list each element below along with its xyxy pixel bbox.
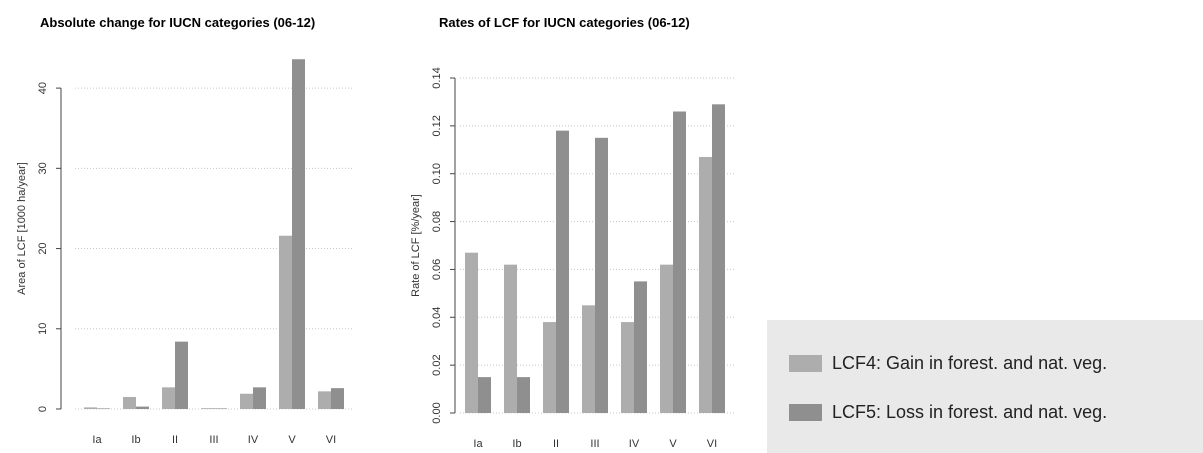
x-tick-label: Ia [473,438,483,450]
x-tick-label: VI [707,438,717,450]
y-tick-label: 0.08 [431,211,443,232]
bar-lcf4-ii [543,322,556,413]
x-tick-label: Ia [92,434,102,446]
absolute-change-chart: 0 10 20 30 40 Area of LCF [1000 ha/year] Ia Ib I… [16,59,353,446]
bar-lcf4-v [660,264,673,413]
bar-lcf4-ib [504,264,517,413]
bar-lcf4-vi [318,391,331,409]
bar-lcf4-ia [465,252,478,413]
bar-lcf4-ii [162,387,175,409]
bar-lcf4-iv [240,393,253,409]
x-tick-label: V [669,438,677,450]
y-tick-label: 0.12 [431,115,443,136]
bar-lcf5-vi [331,388,344,409]
x-tick-label: III [590,438,599,450]
y-tick-label: 20 [37,242,49,254]
y-axis-title: Rate of LCF [%/year] [410,194,422,297]
bar-lcf5-ia [478,377,491,413]
y-tick-label: 30 [37,162,49,174]
y-tick-label: 0.14 [431,67,443,88]
x-tick-label: Ib [512,438,521,450]
chart-title-absolute: Absolute change for IUCN categories (06-… [40,15,316,30]
bar-lcf5-ib [517,377,530,413]
x-tick-label: III [209,434,218,446]
bar-lcf5-iii [214,408,227,409]
legend-item-lcf4: LCF4: Gain in forest. and nat. veg. [789,351,1107,375]
bar-lcf4-iii [201,408,214,409]
bar-lcf5-iv [634,281,647,413]
bar-lcf4-iv [621,322,634,413]
bar-lcf5-iii [595,137,608,414]
bar-lcf4-ia [84,407,97,409]
y-tick-label: 40 [37,82,49,94]
y-tick-label: 0.06 [431,259,443,280]
bar-lcf4-vi [699,156,712,413]
bar-lcf5-iv [253,387,266,409]
bar-lcf5-vi [712,104,725,414]
x-tick-label: II [172,434,178,446]
x-tick-label: IV [248,434,259,446]
bar-lcf5-v [292,59,305,409]
legend: LCF4: Gain in forest. and nat. veg. LCF5… [767,320,1203,453]
x-tick-label: VI [326,434,336,446]
bar-lcf4-ib [123,396,136,409]
bar-lcf5-ii [556,130,569,413]
y-tick-label: 0.10 [431,163,443,184]
bar-lcf5-ib [136,406,149,409]
bar-lcf4-v [279,235,292,409]
x-tick-label: Ib [131,434,140,446]
y-axis-title: Area of LCF [1000 ha/year] [16,162,28,295]
y-tick-label: 0.04 [431,307,443,328]
legend-swatch-lcf4 [789,354,822,372]
bar-lcf5-ia [97,408,110,409]
bar-lcf4-iii [582,305,595,413]
legend-label-lcf5: LCF5: Loss in forest. and nat. veg. [832,401,1108,422]
bar-lcf5-ii [175,341,188,409]
y-tick-label: 0.02 [431,354,443,375]
legend-item-lcf5: LCF5: Loss in forest. and nat. veg. [789,400,1107,424]
x-tick-label: II [553,438,559,450]
x-tick-label: IV [629,438,640,450]
y-tick-label: 0 [37,406,49,412]
legend-swatch-lcf5 [789,403,822,421]
chart-title-rates: Rates of LCF for IUCN categories (06-12) [439,15,690,30]
bar-lcf5-v [673,111,686,413]
x-tick-label: V [288,434,296,446]
y-tick-label: 0.00 [431,402,443,423]
rates-chart: 0.00 0.02 0.04 0.06 0.08 0.10 0.12 0.14 Rate of … [410,67,736,450]
legend-label-lcf4: LCF4: Gain in forest. and nat. veg. [832,352,1108,373]
y-tick-label: 10 [37,323,49,335]
